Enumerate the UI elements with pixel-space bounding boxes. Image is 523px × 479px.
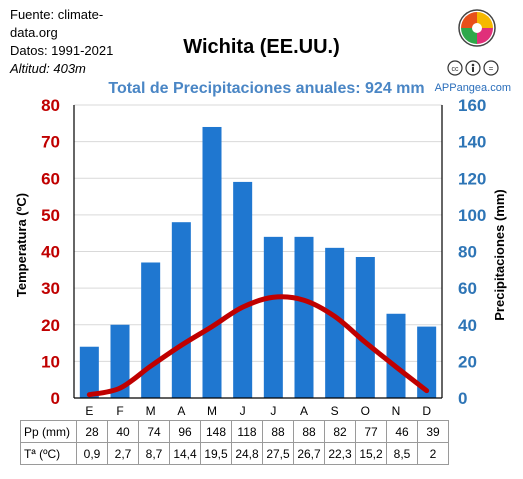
- chart-title: Wichita (EE.UU.): [183, 36, 340, 58]
- temperature-tick-label: 70: [41, 133, 60, 152]
- precipitation-bar: [171, 222, 191, 398]
- table-row-precipitation: Pp (mm) 28 40 74 96 148 118 88 88 82 77 46 39: [20, 420, 449, 443]
- precipitation-bar: [325, 247, 345, 398]
- precipitation-tick-label: 80: [458, 243, 477, 262]
- precipitation-bar: [417, 326, 437, 398]
- table-cell-precipitation: 96: [169, 420, 201, 443]
- precipitation-tick-label: 0: [458, 389, 467, 408]
- table-cell-temperature: 0,9: [76, 442, 108, 465]
- month-label: D: [422, 404, 431, 418]
- source-line: data.org: [10, 25, 58, 40]
- row-label-temperature: Tª (ºC): [20, 442, 77, 465]
- temperature-tick-label: 30: [41, 279, 60, 298]
- chart-subtitle: Total de Precipitaciones anuales: 924 mm: [108, 80, 425, 97]
- table-cell-precipitation: 88: [262, 420, 294, 443]
- precipitation-bar: [355, 256, 375, 398]
- table-cell-temperature: 15,2: [355, 442, 387, 465]
- precipitation-tick-label: 20: [458, 352, 477, 371]
- table-cell-precipitation: 28: [76, 420, 108, 443]
- precipitation-axis-ticks: 0 20 40 60 80 100 120 140 160: [458, 96, 486, 408]
- brand-label: APPangea.com: [434, 82, 511, 94]
- table-cell-precipitation: 77: [355, 420, 387, 443]
- table-cell-temperature: 22,3: [324, 442, 356, 465]
- table-cell-precipitation: 46: [386, 420, 418, 443]
- temperature-tick-label: 10: [41, 352, 60, 371]
- precipitation-tick-label: 160: [458, 96, 486, 115]
- temperature-line: [86, 294, 430, 398]
- source-line: Fuente: climate-: [10, 7, 104, 22]
- precipitation-bar: [294, 236, 314, 398]
- temperature-tick-label: 20: [41, 316, 60, 335]
- month-label: A: [177, 404, 185, 418]
- table-cell-precipitation: 148: [200, 420, 232, 443]
- precipitation-bar: [141, 262, 161, 398]
- precipitation-bar: [386, 313, 406, 398]
- table-cell-precipitation: 40: [107, 420, 139, 443]
- precipitation-tick-label: 100: [458, 206, 486, 225]
- temperature-axis-ticks: 0 10 20 30 40 50 60 70 80: [41, 96, 60, 408]
- month-label: A: [300, 404, 308, 418]
- table-cell-precipitation: 118: [231, 420, 263, 443]
- month-label: N: [392, 404, 401, 418]
- month-label: F: [116, 404, 123, 418]
- month-label: J: [240, 404, 246, 418]
- table-row-temperature: Tª (ºC) 0,9 2,7 8,7 14,4 19,5 24,8 27,5 26,7 22,…: [20, 442, 449, 465]
- row-label-precipitation: Pp (mm): [20, 420, 77, 443]
- temperature-tick-label: 0: [51, 389, 60, 408]
- month-label: O: [361, 404, 370, 418]
- precipitation-bar: [263, 236, 283, 398]
- table-cell-temperature: 8,7: [138, 442, 170, 465]
- svg-text:=: =: [489, 64, 494, 73]
- axes: [73, 105, 443, 399]
- temperature-tick-label: 40: [41, 243, 60, 262]
- precipitation-axis-label: Precipitaciones (mm): [492, 189, 507, 321]
- precipitation-tick-label: 140: [458, 133, 486, 152]
- creative-commons-icons: cc =: [447, 60, 499, 76]
- table-cell-precipitation: 74: [138, 420, 170, 443]
- temperature-tick-label: 50: [41, 206, 60, 225]
- precipitation-tick-label: 60: [458, 279, 477, 298]
- table-cell-temperature: 8,5: [386, 442, 418, 465]
- precipitation-bar: [79, 346, 99, 398]
- table-cell-precipitation: 82: [324, 420, 356, 443]
- altitude: Altitud: 403m: [10, 61, 86, 76]
- precipitation-bar: [233, 181, 253, 398]
- table-cell-temperature: 27,5: [262, 442, 294, 465]
- table-cell-temperature: 2: [417, 442, 449, 465]
- table-cell-temperature: 19,5: [200, 442, 232, 465]
- source-info: Fuente: climate- data.org Datos: 1991-20…: [10, 6, 113, 78]
- table-cell-temperature: 26,7: [293, 442, 325, 465]
- temperature-tick-label: 80: [41, 96, 60, 115]
- table-cell-precipitation: 39: [417, 420, 449, 443]
- table-cell-temperature: 2,7: [107, 442, 139, 465]
- precipitation-tick-label: 40: [458, 316, 477, 335]
- data-period: Datos: 1991-2021: [10, 43, 114, 58]
- precipitation-bar: [110, 324, 130, 398]
- month-label: J: [270, 404, 276, 418]
- month-label: E: [85, 404, 93, 418]
- month-label: M: [207, 404, 217, 418]
- table-cell-temperature: 14,4: [169, 442, 201, 465]
- appangea-logo-icon: [458, 9, 496, 47]
- table-cell-temperature: 24,8: [231, 442, 263, 465]
- month-label: S: [331, 404, 339, 418]
- precipitation-bar: [202, 126, 222, 398]
- gridlines: [74, 104, 442, 399]
- data-table: Pp (mm) 28 40 74 96 148 118 88 88 82 77 46 39 Tª (º…: [20, 420, 449, 465]
- svg-text:cc: cc: [452, 66, 460, 73]
- precipitation-tick-label: 120: [458, 169, 486, 188]
- temperature-axis-label: Temperatura (ºC): [14, 193, 29, 297]
- table-cell-precipitation: 88: [293, 420, 325, 443]
- month-label: M: [146, 404, 156, 418]
- temperature-tick-label: 60: [41, 169, 60, 188]
